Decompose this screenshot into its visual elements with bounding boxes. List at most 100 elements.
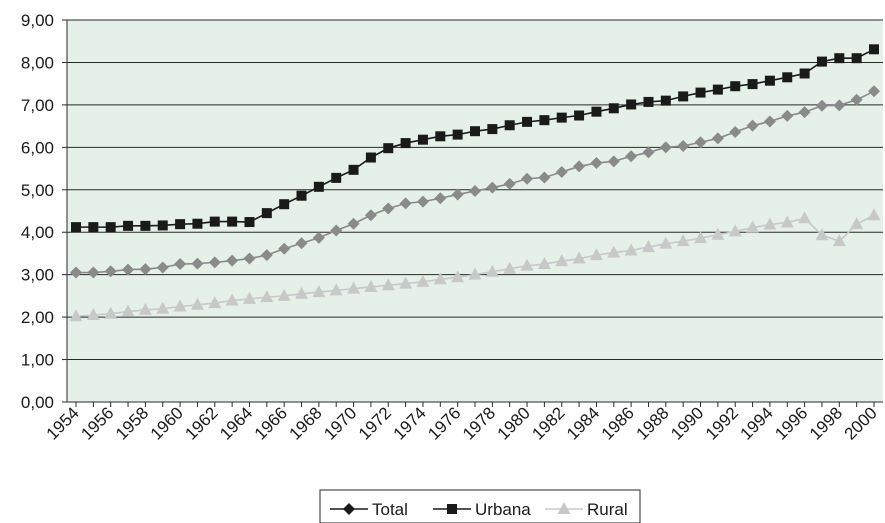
data-point-diamond (677, 140, 690, 153)
data-point-square (747, 79, 758, 90)
x-tick-label: 1976 (424, 403, 464, 443)
x-tick-label: 1992 (702, 403, 742, 443)
y-tick-label: 4,00 (21, 223, 54, 242)
data-point-triangle (555, 254, 569, 267)
data-point-square (712, 84, 723, 95)
data-point-square (452, 129, 463, 140)
data-point-diamond (260, 249, 273, 262)
legend-label: Total (372, 500, 408, 519)
data-point-diamond (104, 265, 117, 278)
data-point-square (816, 56, 827, 67)
y-tick-label: 1,00 (21, 351, 54, 370)
data-point-triangle (694, 231, 708, 244)
data-point-diamond (278, 242, 291, 255)
data-point-triangle (86, 307, 100, 320)
data-point-triangle (121, 304, 135, 317)
data-point-diamond (659, 141, 672, 154)
data-point-diamond (364, 209, 377, 222)
data-point-diamond (573, 160, 586, 173)
data-point-square (331, 172, 342, 183)
data-point-square (591, 106, 602, 117)
data-point-diamond (711, 132, 724, 145)
data-point-triangle (451, 270, 465, 283)
data-point-triangle (557, 502, 571, 514)
data-point-triangle (225, 293, 239, 306)
data-point-triangle (329, 283, 343, 296)
data-point-triangle (312, 285, 326, 298)
data-point-triangle (867, 208, 881, 221)
data-point-square (383, 143, 394, 154)
data-point-triangle (676, 234, 690, 247)
y-tick-label: 0,00 (21, 393, 54, 412)
data-point-square (799, 68, 810, 79)
legend-entry-rural: Rural (545, 500, 628, 519)
data-point-triangle (572, 251, 586, 264)
data-point-triangle (242, 291, 256, 304)
data-point-square (123, 220, 134, 231)
data-point-triangle (173, 299, 187, 312)
data-point-triangle (364, 279, 378, 292)
data-point-square (296, 190, 307, 201)
data-point-triangle (520, 258, 534, 271)
data-point-square (504, 120, 515, 131)
legend: Total Urbana Rural (319, 489, 641, 523)
data-point-square (71, 222, 81, 233)
data-point-diamond (399, 197, 412, 210)
data-point-diamond (382, 202, 395, 215)
data-point-diamond (208, 256, 221, 269)
data-point-square (782, 72, 793, 83)
data-point-square (209, 216, 220, 227)
data-point-square (157, 220, 168, 231)
y-tick-label: 7,00 (21, 96, 54, 115)
data-point-diamond (87, 266, 100, 279)
x-tick-label: 1986 (598, 403, 638, 443)
data-point-square (175, 219, 186, 230)
data-point-square (192, 218, 203, 229)
data-point-diamond (746, 119, 759, 132)
data-point-square (608, 103, 619, 114)
data-point-square (730, 81, 741, 92)
data-point-square (869, 44, 879, 55)
data-point-diamond (226, 254, 239, 267)
data-point-diamond (330, 224, 343, 237)
y-tick-label: 2,00 (21, 308, 54, 327)
data-point-diamond (347, 217, 360, 230)
data-point-square (678, 91, 689, 102)
y-axis: 0,00 1,00 2,00 3,00 4,00 5,00 6,00 7,00 8,00 9,00 (21, 11, 67, 412)
data-point-square (244, 217, 255, 228)
x-tick-label: 1960 (147, 403, 187, 443)
data-point-diamond (295, 237, 308, 250)
data-point-triangle (832, 234, 846, 247)
data-point-square (764, 75, 775, 86)
data-point-triangle (815, 228, 829, 241)
data-point-square (834, 53, 845, 64)
data-point-triangle (641, 240, 655, 253)
data-point-square (487, 124, 498, 135)
legend-label: Urbana (475, 500, 531, 519)
x-tick-label: 1996 (771, 403, 811, 443)
data-point-triangle (728, 224, 742, 237)
x-tick-label: 1966 (251, 403, 291, 443)
x-tick-label: 1956 (77, 403, 117, 443)
data-point-diamond (343, 503, 355, 515)
data-point-square (88, 222, 99, 233)
x-tick-label: 1982 (528, 403, 568, 443)
data-point-diamond (503, 177, 516, 190)
y-tick-label: 9,00 (21, 11, 54, 30)
data-point-square (279, 199, 290, 210)
x-tick-label: 1980 (494, 403, 534, 443)
data-point-diamond (469, 185, 481, 198)
x-tick-label: 1962 (181, 403, 221, 443)
data-point-triangle (624, 243, 638, 256)
series-urbana (71, 44, 879, 233)
x-tick-label: 1994 (737, 403, 777, 443)
x-tick-label: 1978 (459, 403, 499, 443)
data-point-square (417, 134, 428, 145)
y-tick-label: 8,00 (21, 53, 54, 72)
data-point-triangle (399, 276, 413, 289)
data-point-triangle (468, 267, 482, 280)
data-point-diamond (243, 252, 256, 265)
data-point-diamond (434, 192, 447, 205)
legend-label: Rural (587, 500, 628, 519)
